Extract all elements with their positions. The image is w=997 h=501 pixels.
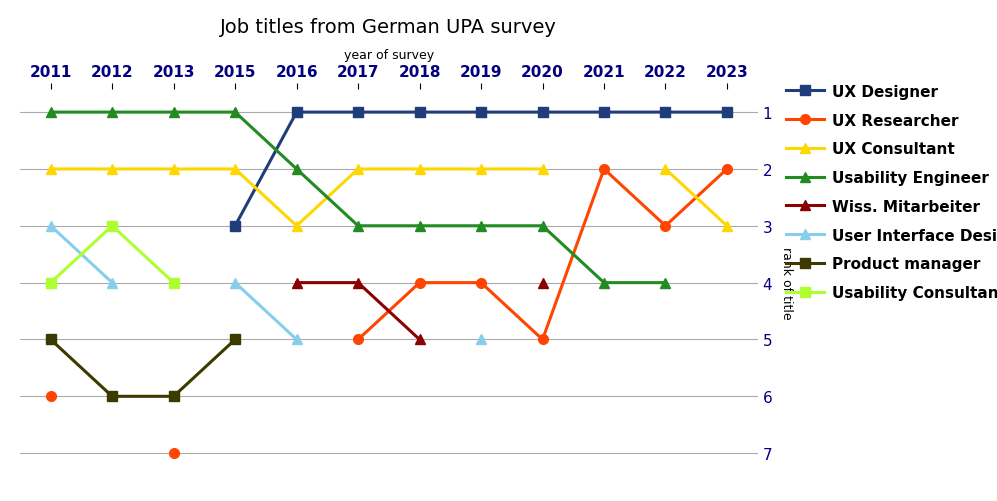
X-axis label: year of survey: year of survey — [344, 49, 434, 62]
Y-axis label: rank of title: rank of title — [781, 247, 794, 319]
Legend: UX Designer, UX Researcher, UX Consultant, Usability Engineer, Wiss. Mitarbeiter: UX Designer, UX Researcher, UX Consultan… — [780, 79, 997, 307]
Title: Job titles from German UPA survey: Job titles from German UPA survey — [220, 18, 557, 37]
